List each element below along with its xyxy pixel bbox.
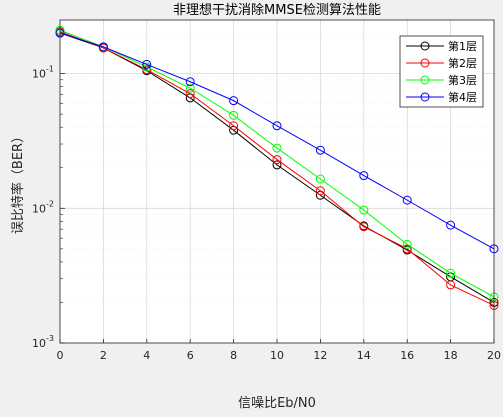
data-point — [359, 222, 369, 232]
x-tick-label: 14 — [357, 349, 371, 362]
data-point — [229, 96, 239, 106]
data-point — [185, 77, 195, 87]
data-point — [185, 83, 195, 93]
grid — [59, 20, 495, 344]
y-tick-label: 10-3 — [32, 334, 54, 350]
data-point — [272, 121, 282, 131]
x-tick-label: 16 — [400, 349, 414, 362]
x-tick-label: 20 — [487, 349, 501, 362]
data-point — [315, 174, 325, 184]
series-line-2 — [59, 31, 495, 306]
data-point — [229, 121, 239, 131]
y-tick-base: 10 — [32, 202, 46, 215]
legend-entry: 第2层 — [448, 56, 477, 70]
y-axis-label: 误比特率（BER） — [10, 130, 26, 234]
data-point — [315, 186, 325, 196]
legend-box — [399, 35, 484, 108]
data-point — [446, 280, 456, 290]
y-tick-exponent: -2 — [46, 199, 54, 208]
legend-entry: 第3层 — [448, 73, 477, 87]
data-point — [446, 220, 456, 230]
data-point — [142, 62, 152, 72]
data-point — [402, 195, 412, 205]
data-point — [185, 89, 195, 99]
y-tick-label: 10-2 — [32, 199, 54, 215]
data-point — [142, 59, 152, 69]
data-point — [359, 171, 369, 181]
x-tick-label: 0 — [57, 349, 64, 362]
y-tick-base: 10 — [32, 337, 46, 350]
y-tick-exponent: -3 — [46, 334, 54, 343]
series-line-1 — [59, 32, 495, 303]
data-point — [229, 110, 239, 120]
x-tick-label: 4 — [143, 349, 150, 362]
data-point — [272, 155, 282, 165]
y-tick-base: 10 — [32, 68, 46, 81]
series-layer — [55, 25, 499, 310]
x-tick-label: 10 — [270, 349, 284, 362]
legend-entry: 第4层 — [448, 90, 477, 104]
y-tick-label: 10-1 — [32, 65, 54, 81]
data-point — [315, 145, 325, 155]
x-axis-label: 信噪比Eb/N0 — [238, 396, 316, 411]
data-point — [402, 239, 412, 249]
legend-marker — [420, 92, 430, 102]
data-point — [272, 160, 282, 170]
legend-marker — [420, 75, 430, 85]
x-tick-label: 8 — [230, 349, 237, 362]
legend-entry: 第1层 — [448, 39, 477, 53]
data-point — [98, 42, 108, 52]
data-point — [272, 143, 282, 153]
x-tick-label: 18 — [444, 349, 458, 362]
y-tick-exponent: -1 — [46, 65, 54, 74]
data-point — [446, 268, 456, 278]
x-tick-label: 2 — [100, 349, 107, 362]
data-point — [142, 65, 152, 75]
x-tick-label: 12 — [313, 349, 327, 362]
series-line-3 — [59, 29, 495, 298]
series-line-4 — [59, 32, 495, 250]
legend-marker — [420, 41, 430, 51]
data-point — [359, 205, 369, 215]
x-tick-label: 6 — [187, 349, 194, 362]
chart-title: 非理想干扰消除MMSE检测算法性能 — [173, 2, 381, 18]
legend-marker — [420, 58, 430, 68]
